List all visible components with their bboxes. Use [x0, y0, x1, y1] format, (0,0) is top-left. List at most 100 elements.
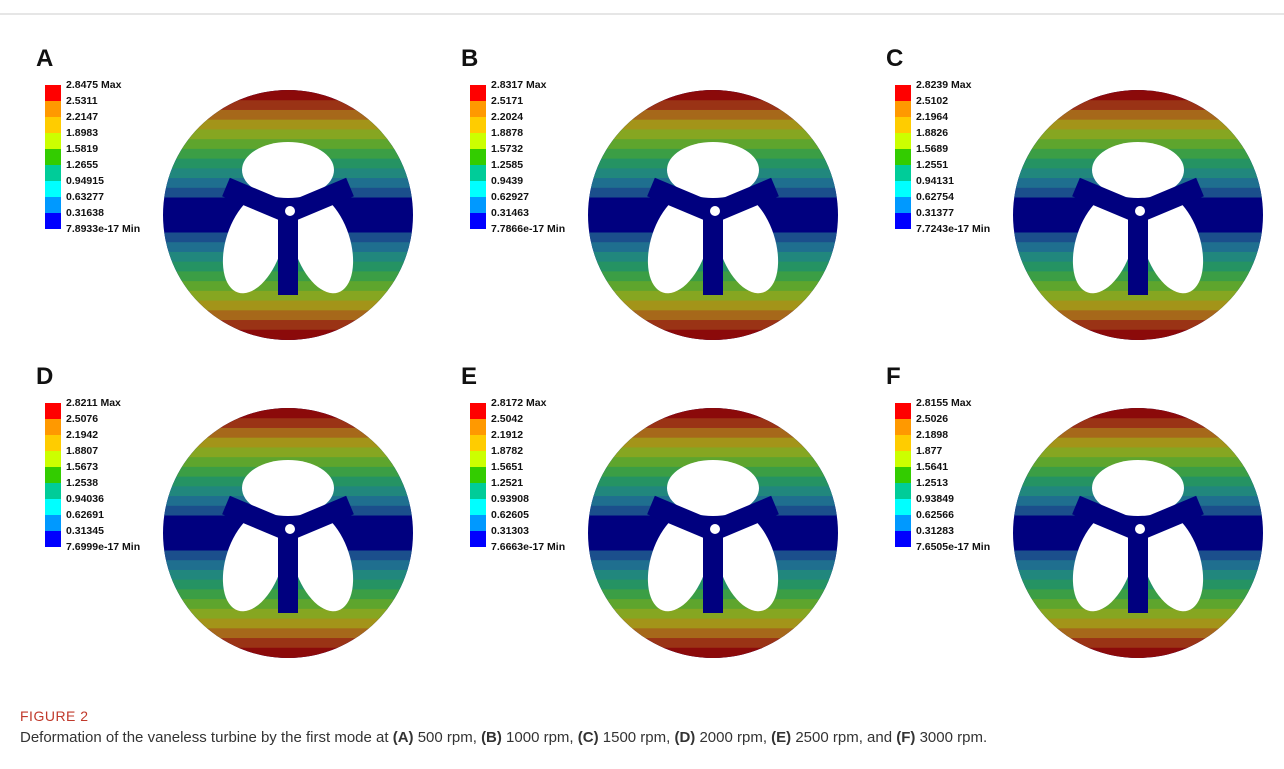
disc-band — [1013, 119, 1263, 129]
legend-swatch — [45, 181, 61, 197]
panel: F2.8155 Max2.50262.18981.8771.56411.2513… — [886, 363, 1263, 658]
disc-band — [163, 109, 413, 119]
legend-label: 1.5732 — [491, 143, 523, 155]
legend-swatch — [895, 133, 911, 149]
legend-label: 2.1942 — [66, 429, 98, 441]
panel-label: E — [461, 363, 477, 390]
legend-label: 1.8826 — [916, 127, 948, 139]
legend-label: 2.8155 Max — [916, 397, 972, 409]
legend-label: 1.5819 — [66, 143, 98, 155]
disc-band — [588, 90, 838, 100]
legend-label: 7.8933e-17 Min — [66, 223, 140, 235]
legend-swatch — [45, 419, 61, 435]
legend-label: 0.62605 — [491, 509, 529, 521]
disc-band — [1013, 638, 1263, 648]
disc-band — [163, 628, 413, 638]
legend-swatch — [470, 467, 486, 483]
disc-band — [588, 437, 838, 447]
legend-label: 0.63277 — [66, 191, 104, 203]
legend-label: 1.2538 — [66, 477, 98, 489]
legend-label: 2.1912 — [491, 429, 523, 441]
legend-swatch — [45, 117, 61, 133]
legend-swatch — [895, 515, 911, 531]
disc-band — [163, 447, 413, 457]
disc-band — [588, 418, 838, 428]
legend-swatch — [45, 531, 61, 547]
legend-label: 2.8239 Max — [916, 79, 972, 91]
disc-band — [588, 301, 838, 311]
disc-band — [163, 418, 413, 428]
legend-label: 0.94131 — [916, 175, 954, 187]
legend-label: 2.1898 — [916, 429, 948, 441]
panel: C2.8239 Max2.51022.19641.88261.56891.255… — [886, 45, 1263, 340]
caption-part: 3000 rpm. — [915, 729, 987, 746]
legend-label: 7.7866e-17 Min — [491, 223, 565, 235]
disc-band — [163, 408, 413, 418]
legend-label: 2.8475 Max — [66, 79, 122, 91]
legend-label: 1.8878 — [491, 127, 523, 139]
legend-label: 1.877 — [916, 445, 942, 457]
disc-band — [588, 119, 838, 129]
legend-swatch — [470, 213, 486, 229]
legend-label: 2.5076 — [66, 413, 98, 425]
figure-number: FIGURE 2 — [20, 706, 1260, 727]
disc-band — [163, 119, 413, 129]
disc-band — [163, 619, 413, 629]
disc-band — [163, 330, 413, 340]
hub-hole — [710, 206, 720, 216]
legend-swatch — [470, 499, 486, 515]
legend-label: 0.94915 — [66, 175, 104, 187]
disc-band — [1013, 109, 1263, 119]
panel-label: D — [36, 363, 53, 390]
caption-part: 500 rpm, — [414, 729, 482, 746]
legend-label: 7.6663e-17 Min — [491, 541, 565, 553]
legend-label: 7.7243e-17 Min — [916, 223, 990, 235]
legend-swatch — [470, 101, 486, 117]
caption-part: (C) — [578, 729, 599, 746]
legend-swatch — [470, 133, 486, 149]
disc-band — [163, 129, 413, 139]
legend-label: 0.31345 — [66, 525, 104, 537]
legend-swatch — [895, 531, 911, 547]
legend-swatch — [45, 467, 61, 483]
disc-band — [588, 619, 838, 629]
caption-part: 1500 rpm, — [599, 729, 675, 746]
disc-band — [163, 437, 413, 447]
legend-swatch — [45, 85, 61, 101]
legend-label: 2.8211 Max — [66, 397, 121, 409]
legend-swatch — [895, 149, 911, 165]
legend-label: 0.62754 — [916, 191, 954, 203]
disc-band — [163, 100, 413, 110]
legend-swatch — [45, 435, 61, 451]
legend-label: 0.9439 — [491, 175, 523, 187]
disc-band — [1013, 418, 1263, 428]
legend-swatch — [45, 499, 61, 515]
legend-swatch — [470, 181, 486, 197]
legend-label: 0.62927 — [491, 191, 529, 203]
legend-label: 1.5651 — [491, 461, 523, 473]
figure: A2.8475 Max2.53112.21471.89831.58191.265… — [0, 0, 1284, 700]
disc-band — [1013, 310, 1263, 320]
disc-band — [1013, 619, 1263, 629]
caption-text: Deformation of the vaneless turbine by t… — [20, 727, 1260, 748]
disc-band — [163, 301, 413, 311]
legend-swatch — [45, 101, 61, 117]
legend-label: 0.62566 — [916, 509, 954, 521]
disc-band — [1013, 90, 1263, 100]
legend-swatch — [470, 149, 486, 165]
legend-swatch — [45, 483, 61, 499]
disc-band — [588, 320, 838, 330]
legend-swatch — [45, 197, 61, 213]
disc-band — [1013, 129, 1263, 139]
hub-hole — [1135, 524, 1145, 534]
legend-swatch — [895, 419, 911, 435]
legend-swatch — [895, 117, 911, 133]
legend-label: 1.8782 — [491, 445, 523, 457]
disc-band — [163, 638, 413, 648]
hub-hole — [1135, 206, 1145, 216]
disc-band — [163, 310, 413, 320]
legend-label: 2.5311 — [66, 95, 98, 107]
disc-band — [1013, 437, 1263, 447]
disc-band — [588, 408, 838, 418]
legend-swatch — [470, 117, 486, 133]
